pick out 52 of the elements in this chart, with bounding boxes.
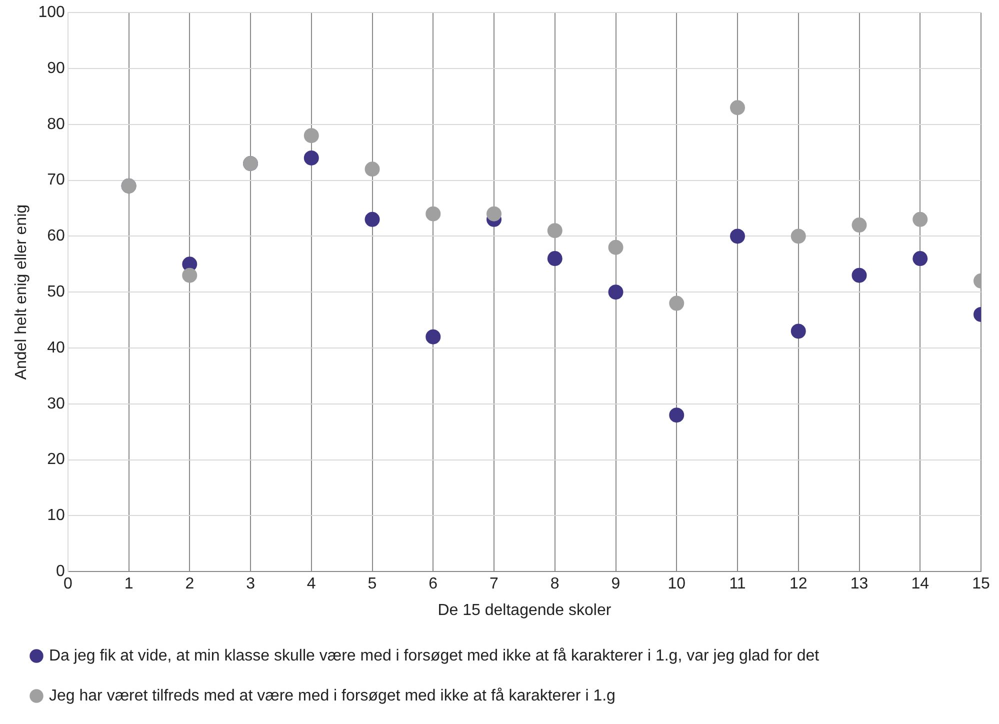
- point: [547, 251, 562, 266]
- point: [608, 284, 624, 300]
- point: [669, 408, 684, 423]
- y-tick-label: 100: [38, 4, 65, 22]
- x-tick-label: 14: [911, 576, 930, 593]
- point: [790, 324, 806, 339]
- point: [912, 212, 928, 227]
- x-axis-title: De 15 deltagende skoler: [438, 602, 612, 619]
- x-tick-label: 9: [611, 576, 620, 593]
- x-tick-label: 2: [185, 576, 194, 593]
- point: [730, 228, 746, 244]
- y-tick-label: 40: [47, 339, 65, 356]
- y-tick-label: 50: [47, 284, 65, 301]
- point: [730, 100, 746, 116]
- x-tick-label: 3: [246, 576, 256, 593]
- point: [182, 268, 198, 283]
- point: [547, 223, 562, 238]
- point: [426, 329, 441, 344]
- x-tick-label: 10: [668, 576, 686, 593]
- point: [426, 206, 441, 222]
- point: [852, 218, 867, 233]
- y-tick-label: 10: [47, 507, 65, 524]
- x-tick-label: 5: [368, 576, 377, 593]
- legend-label: Jeg har været tilfreds med at være med i forsøget med ikke at få karakterer i 1.g: [49, 687, 616, 704]
- point: [852, 268, 867, 283]
- x-tick-label: 6: [428, 576, 438, 593]
- legend-label: Da jeg fik at vide, at min klasse skulle være med i forsøget med ikke at få karakterer i 1.g, var jeg glad for det: [49, 647, 820, 664]
- y-tick-label: 60: [47, 228, 65, 245]
- y-axis-title: Andel helt enig eller enig: [13, 204, 30, 380]
- x-tick-label: 1: [124, 576, 134, 593]
- x-tick-label: 4: [306, 576, 316, 593]
- point: [669, 296, 684, 311]
- y-tick-label: 20: [47, 451, 65, 468]
- y-tick-label: 70: [47, 172, 65, 189]
- point: [912, 251, 928, 266]
- y-tick-label: 30: [47, 395, 65, 412]
- y-tick-label: 0: [56, 563, 65, 580]
- point: [364, 212, 380, 227]
- point: [304, 128, 319, 144]
- y-tick-label: 90: [47, 60, 65, 77]
- x-tick-label: 8: [550, 576, 560, 593]
- x-tick-label: 7: [490, 576, 499, 593]
- point: [364, 162, 380, 177]
- x-tick-label: 13: [850, 576, 868, 593]
- x-tick-label: 12: [789, 576, 808, 593]
- point: [486, 206, 502, 222]
- point: [304, 150, 319, 166]
- x-tick-label: 15: [972, 576, 990, 593]
- point: [790, 228, 806, 244]
- point: [608, 240, 624, 255]
- x-tick-label: 11: [729, 576, 746, 593]
- y-tick-label: 80: [47, 116, 65, 133]
